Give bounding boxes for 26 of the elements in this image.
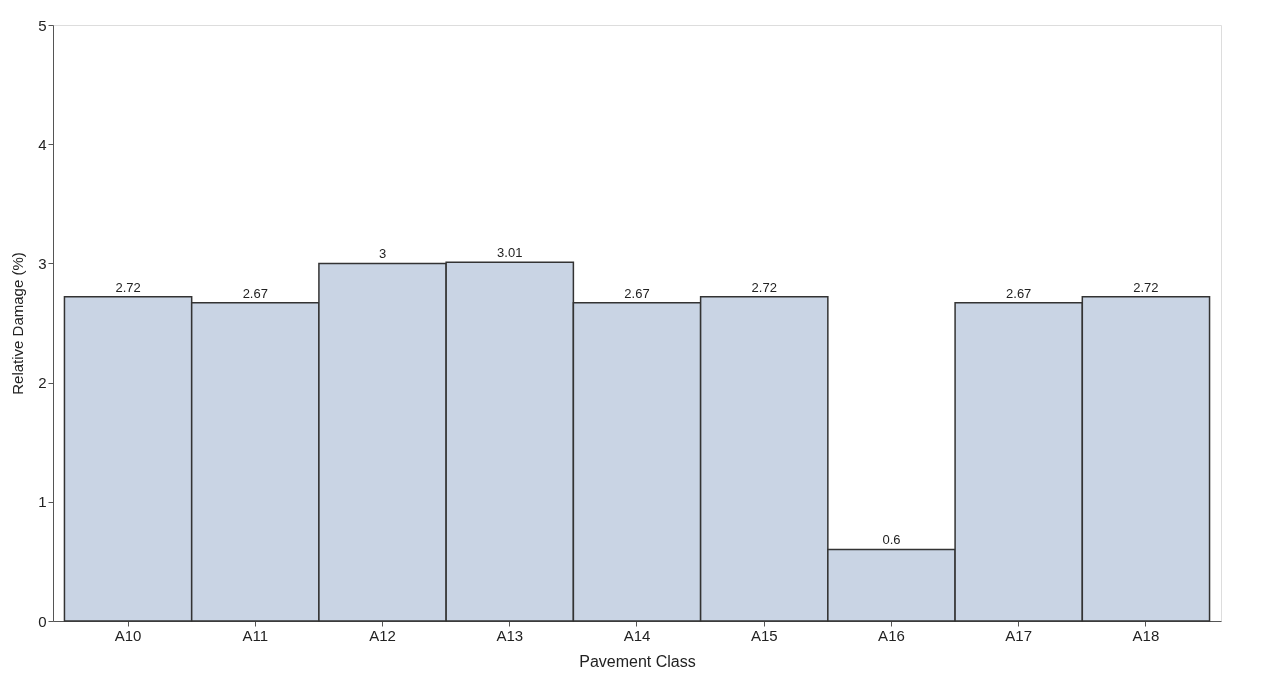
data-label: 2.67 (242, 285, 268, 301)
y-axis-title: Relative Damage (%) (9, 252, 27, 395)
y-tick-label: 3 (38, 254, 47, 272)
data-label: 2.72 (115, 279, 141, 295)
x-tick-label: A13 (496, 626, 524, 644)
y-tick-label: 4 (38, 135, 47, 153)
x-tick-label: A17 (1005, 626, 1033, 644)
data-label: 2.67 (1006, 285, 1032, 301)
x-tick-label: A16 (878, 626, 905, 644)
data-label: 2.67 (624, 285, 650, 301)
y-tick-label: 5 (38, 16, 47, 34)
data-label: 3.01 (497, 245, 523, 261)
x-axis-title: Pavement Class (579, 652, 696, 670)
y-tick-label: 1 (38, 493, 47, 511)
x-tick-label: A15 (750, 626, 778, 644)
y-tick-label: 2 (38, 374, 47, 392)
x-tick-label: A14 (623, 626, 651, 644)
data-label: 2.72 (751, 279, 777, 295)
data-label: 0.6 (882, 532, 901, 548)
data-label: 2.72 (1133, 279, 1159, 295)
x-tick-label: A10 (114, 626, 142, 644)
x-tick-label: A18 (1132, 626, 1160, 644)
x-tick-label: A11 (242, 626, 269, 644)
x-tick-label: A12 (369, 626, 396, 644)
data-label: 3 (378, 246, 387, 262)
y-tick-label: 0 (38, 612, 47, 630)
